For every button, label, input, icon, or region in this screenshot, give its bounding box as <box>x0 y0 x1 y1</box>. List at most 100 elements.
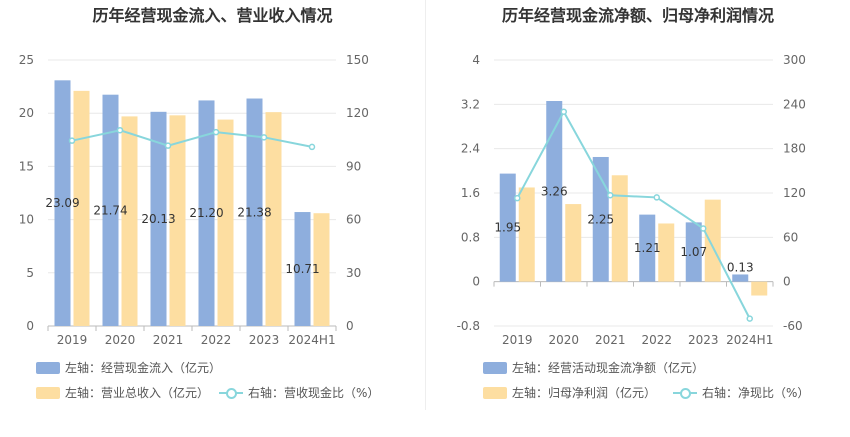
y-left-tick-label: 0.8 <box>461 230 480 244</box>
x-tick-label: 2024H1 <box>288 333 335 347</box>
y-left-tick-label: -0.8 <box>457 319 480 333</box>
line-point <box>560 108 567 115</box>
legend-label: 左轴：经营现金流入（亿元） <box>65 361 222 375</box>
line-point <box>164 142 172 149</box>
legend-label: 右轴：营收现金比（%） <box>248 386 380 400</box>
cashflow-net-chart-panel: 历年经营现金流净额、归母净利润情况 -0.8 0 0.8 1.6 2.4 3.2 4 -60 0… <box>426 0 850 437</box>
bar-series2 <box>704 199 721 282</box>
legend-line-icon <box>673 387 697 399</box>
y-left-tick-label: 4 <box>472 53 480 67</box>
legend-item-revenue-cash-ratio[interactable]: 右轴：营收现金比（%） <box>219 384 379 401</box>
y-right-tick-label: 300 <box>783 53 806 67</box>
bar-series1 <box>592 156 609 282</box>
bar-series2 <box>265 112 282 326</box>
y-right-tick-label: 0 <box>346 319 354 333</box>
x-tick-label: 2023 <box>688 333 719 347</box>
legend-item-net-cash-ratio[interactable]: 右轴：净现比（%） <box>673 384 809 401</box>
bar-series1 <box>246 98 263 326</box>
bar-series2 <box>611 175 628 282</box>
x-tick-label: 2023 <box>249 333 280 347</box>
x-tick-label: 2022 <box>201 333 232 347</box>
bar-series2 <box>751 281 768 296</box>
bar-series2 <box>658 223 675 282</box>
legend-line-icon <box>219 387 243 399</box>
bar-series1 <box>499 173 516 282</box>
bar-series1 <box>294 212 311 326</box>
y-right-tick-label: 60 <box>783 230 798 244</box>
legend-label: 左轴：营业总收入（亿元） <box>65 386 210 400</box>
bar-data-label: 3.26 <box>541 184 568 198</box>
bar-series1 <box>54 80 71 326</box>
cashflow-inflow-chart: 0 5 10 15 20 25 0 30 60 90 120 150 2019 2020 2021 2022 2… <box>19 53 369 347</box>
legend-swatch-icon <box>36 387 60 399</box>
legend-swatch-icon <box>36 362 60 374</box>
panel-divider <box>425 0 426 410</box>
chart-title: 历年经营现金流净额、归母净利润情况 <box>501 6 774 25</box>
y-left-tick-label: 15 <box>19 159 34 173</box>
y-right-tick-label: 90 <box>346 159 361 173</box>
bar-series1 <box>546 101 563 282</box>
y-right-tick-label: -60 <box>783 319 803 333</box>
legend-swatch-icon <box>483 362 507 374</box>
bar-data-label: 0.13 <box>727 260 754 274</box>
bar-series2 <box>121 116 138 326</box>
y-right-tick-label: 240 <box>783 97 806 111</box>
line-point <box>212 128 220 136</box>
y-left-tick-label: 25 <box>19 53 34 67</box>
bar-series2 <box>313 213 330 326</box>
y-left-tick-label: 2.4 <box>461 142 480 156</box>
x-tick-label: 2022 <box>641 333 672 347</box>
legend-label: 右轴：净现比（%） <box>702 386 810 400</box>
bar-data-label: 2.25 <box>587 212 614 226</box>
line-point <box>607 191 614 199</box>
y-right-tick-label: 120 <box>346 106 369 120</box>
line-point <box>700 225 707 232</box>
bar-series2 <box>169 115 186 326</box>
bar-series1 <box>639 214 656 282</box>
bar-data-label: 20.13 <box>141 212 175 226</box>
x-tick-label: 2020 <box>105 333 136 347</box>
y-right-tick-label: 120 <box>783 186 806 200</box>
x-tick-label: 2019 <box>502 333 533 347</box>
bar-data-label: 21.20 <box>189 206 223 220</box>
bar-series1 <box>102 94 119 326</box>
bar-series1 <box>732 274 749 282</box>
bar-series2 <box>518 187 535 282</box>
legend-label: 左轴：归母净利润（亿元） <box>512 386 657 400</box>
line-point <box>68 137 76 144</box>
y-left-tick-label: 0 <box>26 319 34 333</box>
y-right-tick-label: 0 <box>783 275 791 289</box>
bar-series1 <box>198 100 215 326</box>
legend-item-revenue[interactable]: 左轴：营业总收入（亿元） <box>36 384 209 401</box>
line-series <box>71 129 313 148</box>
legend-item-net-cashflow[interactable]: 左轴：经营活动现金流净额（亿元） <box>483 359 704 376</box>
y-left-tick-label: 10 <box>19 213 34 227</box>
line-point <box>260 134 268 141</box>
bar-data-label: 21.74 <box>93 203 127 217</box>
legend-label: 左轴：经营活动现金流净额（亿元） <box>512 361 705 375</box>
bar-data-label: 21.38 <box>237 205 271 219</box>
line-point <box>308 143 316 151</box>
y-left-tick-label: 20 <box>19 106 34 120</box>
x-tick-label: 2024H1 <box>726 333 773 347</box>
legend-item-inflow[interactable]: 左轴：经营现金流入（亿元） <box>36 359 221 376</box>
bar-series1 <box>150 111 167 326</box>
x-tick-label: 2020 <box>548 333 579 347</box>
x-tick-label: 2019 <box>57 333 88 347</box>
cashflow-inflow-chart-panel: 历年经营现金流入、营业收入情况 0 5 10 15 20 25 0 30 60 90 120 150 2… <box>19 6 380 401</box>
y-left-tick-label: 3.2 <box>461 97 480 111</box>
y-right-tick-label: 30 <box>346 266 361 280</box>
legend-item-net-profit[interactable]: 左轴：归母净利润（亿元） <box>483 384 656 401</box>
cashflow-net-chart: -0.8 0 0.8 1.6 2.4 3.2 4 -60 0 60 120 180 240 300 2019… <box>457 53 806 347</box>
bar-data-label: 1.95 <box>494 221 521 235</box>
chart-title: 历年经营现金流入、营业收入情况 <box>92 6 333 25</box>
y-left-tick-label: 1.6 <box>461 186 480 200</box>
bar-data-label: 10.71 <box>285 262 319 276</box>
x-tick-label: 2021 <box>595 333 626 347</box>
y-left-tick-label: 5 <box>26 266 34 280</box>
bar-series2 <box>217 119 234 326</box>
legend-swatch-icon <box>483 387 507 399</box>
bar-data-label: 1.07 <box>680 245 707 259</box>
x-tick-label: 2021 <box>153 333 184 347</box>
line-point <box>514 194 521 202</box>
